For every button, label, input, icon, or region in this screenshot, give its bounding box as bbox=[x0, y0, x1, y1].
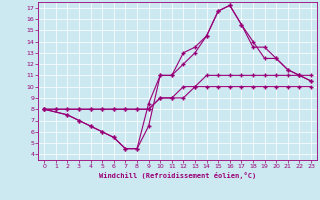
X-axis label: Windchill (Refroidissement éolien,°C): Windchill (Refroidissement éolien,°C) bbox=[99, 172, 256, 179]
